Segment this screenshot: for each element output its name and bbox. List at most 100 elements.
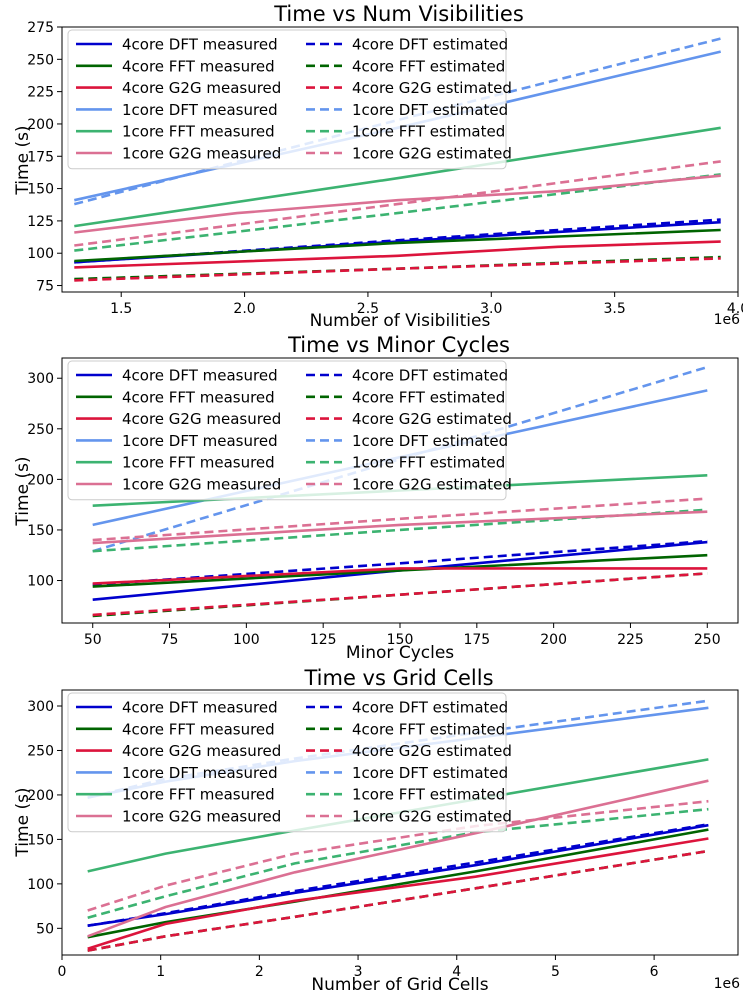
series-line-1core-dft-estimated <box>92 365 708 553</box>
legend-label: 4core FFT measured <box>122 57 275 75</box>
y-tick-label: 150 <box>27 523 54 539</box>
series-line-4core-g2g-measured <box>74 240 721 269</box>
legend-label: 1core G2G measured <box>122 145 281 163</box>
x-tick-label: 2.5 <box>357 301 379 317</box>
x-offset-label: 1e6 <box>714 312 741 328</box>
legend-label: 1core G2G measured <box>122 476 281 494</box>
y-tick-label: 200 <box>27 472 54 488</box>
legend-label: 4core DFT measured <box>122 36 278 54</box>
series-line-1core-g2g-estimated <box>87 799 709 912</box>
series-line-1core-fft-estimated <box>74 173 721 252</box>
chart-title: Time vs Num Visibilities <box>273 2 524 26</box>
legend-label: 4core DFT estimated <box>352 699 508 717</box>
axis-ticks: 1.5 2.0 2.5 3.0 3.5 4.0 75 100 125 150 175 200 225 25… <box>27 20 743 317</box>
legend-label: 4core DFT estimated <box>352 367 508 385</box>
legend-frame <box>67 29 507 170</box>
y-tick-label: 300 <box>27 699 54 715</box>
y-tick-label: 100 <box>27 574 54 590</box>
x-axis-label: Number of Visibilities <box>310 311 491 331</box>
legend-label: 4core FFT estimated <box>352 720 505 738</box>
legend-label: 1core DFT measured <box>122 764 278 782</box>
y-tick-label: 300 <box>27 371 54 387</box>
chart-panel-visibilities: Time vs Num Visibilities 1.5 2.0 2.5 3.0 3.5… <box>13 2 743 331</box>
y-tick-label: 150 <box>27 182 54 198</box>
y-tick-label: 50 <box>36 921 54 937</box>
series-line-4core-g2g-estimated <box>74 257 721 282</box>
x-tick-label: 3.5 <box>604 301 626 317</box>
x-tick-label: 1.5 <box>110 301 132 317</box>
x-tick-label: 2 <box>255 964 264 980</box>
series-line-1core-g2g-measured <box>87 779 709 938</box>
x-tick-label: 200 <box>540 632 567 648</box>
legend-frame <box>67 360 507 501</box>
x-tick-label: 4 <box>452 964 461 980</box>
chart-title: Time vs Minor Cycles <box>287 333 510 357</box>
legend-label: 1core G2G estimated <box>352 145 512 163</box>
series-line-4core-g2g-estimated <box>92 572 708 617</box>
y-tick-label: 100 <box>27 877 54 893</box>
y-tick-label: 125 <box>27 214 54 230</box>
legend-label: 1core G2G estimated <box>352 808 512 826</box>
legend: 4core DFT measured 4core FFT measured 4cor… <box>67 692 512 833</box>
y-tick-label: 175 <box>27 149 54 165</box>
series-line-4core-dft-estimated <box>87 823 709 927</box>
x-tick-label: 2.0 <box>233 301 255 317</box>
x-axis-label: Number of Grid Cells <box>311 975 488 995</box>
legend-label: 4core G2G measured <box>122 410 281 428</box>
legend-label: 1core FFT estimated <box>352 786 505 804</box>
x-offset-label: 1e6 <box>714 976 741 992</box>
y-tick-label: 150 <box>27 832 54 848</box>
legend: 4core DFT measured 4core FFT measured 4cor… <box>67 29 512 170</box>
y-tick-label: 275 <box>27 20 54 36</box>
legend-label: 1core DFT estimated <box>352 101 508 119</box>
series-line-1core-fft-estimated <box>87 807 709 919</box>
legend-label: 4core G2G measured <box>122 79 281 97</box>
legend-label: 1core FFT estimated <box>352 454 505 472</box>
series-line-1core-g2g-measured <box>92 510 708 545</box>
axis-ticks: 0 1 2 3 4 5 6 50 100 150 200 250 300 <box>27 699 658 980</box>
y-tick-label: 75 <box>36 279 54 295</box>
x-tick-label: 5 <box>551 964 560 980</box>
plot-area <box>61 689 739 956</box>
x-tick-label: 175 <box>463 632 490 648</box>
x-tick-label: 150 <box>387 632 414 648</box>
x-tick-label: 3 <box>354 964 363 980</box>
legend-frame <box>67 692 507 833</box>
y-tick-label: 200 <box>27 117 54 133</box>
x-tick-label: 1 <box>156 964 165 980</box>
y-tick-label: 100 <box>27 246 54 262</box>
legend-label: 4core G2G estimated <box>352 742 512 760</box>
y-axis-label: Time (s) <box>13 125 33 195</box>
series-line-1core-fft-measured <box>74 126 721 228</box>
series-line-1core-g2g-measured <box>74 174 721 234</box>
legend-label: 1core DFT measured <box>122 101 278 119</box>
legend-label: 1core DFT estimated <box>352 432 508 450</box>
legend-label: 4core G2G measured <box>122 742 281 760</box>
y-axis-label: Time (s) <box>13 456 33 526</box>
series-line-1core-g2g-estimated <box>92 497 708 542</box>
legend-label: 1core G2G estimated <box>352 476 512 494</box>
chart-title: Time vs Grid Cells <box>303 666 493 690</box>
chart-panel-grid-cells: Time vs Grid Cells 0 1 2 3 4 5 6 50 100 150 200 250… <box>13 666 740 995</box>
legend-label: 1core DFT estimated <box>352 764 508 782</box>
legend-label: 1core FFT estimated <box>352 123 505 141</box>
legend: 4core DFT measured 4core FFT measured 4cor… <box>67 360 512 501</box>
legend-label: 4core DFT measured <box>122 367 278 385</box>
legend-label: 4core G2G estimated <box>352 79 512 97</box>
legend-label: 4core FFT measured <box>122 720 275 738</box>
x-tick-label: 125 <box>310 632 337 648</box>
y-tick-label: 250 <box>27 52 54 68</box>
x-tick-label: 100 <box>233 632 260 648</box>
x-tick-label: 50 <box>84 632 102 648</box>
series-line-4core-g2g-estimated <box>87 849 709 952</box>
series-line-4core-g2g-measured <box>92 567 708 585</box>
legend-label: 4core FFT measured <box>122 388 275 406</box>
plot-area <box>61 26 739 293</box>
x-tick-label: 250 <box>694 632 721 648</box>
x-tick-label: 75 <box>161 632 179 648</box>
y-tick-label: 250 <box>27 743 54 759</box>
chart-panel-minor-cycles: Time vs Minor Cycles 50 75 100 125 150 175 200… <box>13 333 739 663</box>
x-tick-label: 225 <box>617 632 644 648</box>
legend-label: 4core DFT estimated <box>352 36 508 54</box>
